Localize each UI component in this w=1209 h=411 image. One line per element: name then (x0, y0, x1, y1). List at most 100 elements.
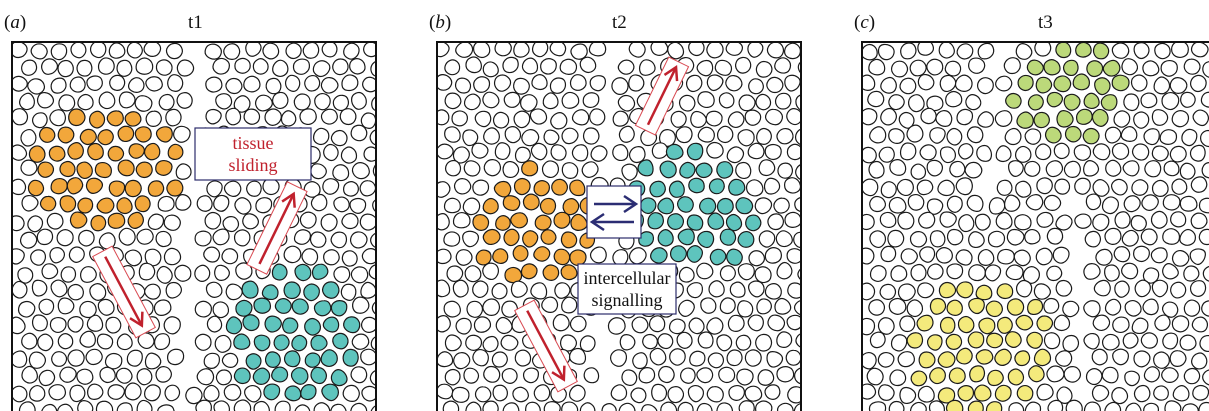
cell (1053, 314, 1071, 332)
cell (657, 229, 674, 247)
cell (1091, 348, 1108, 366)
cell (1123, 93, 1140, 112)
cell (909, 59, 927, 77)
cell (1140, 332, 1159, 349)
cell (879, 283, 897, 300)
cell (946, 263, 964, 280)
cell (755, 333, 773, 352)
cell (1095, 248, 1113, 266)
cell (968, 57, 986, 74)
cell (955, 177, 973, 196)
cell (651, 383, 668, 402)
cell (437, 315, 451, 333)
cell (446, 265, 464, 282)
cell (612, 249, 629, 266)
cell (1124, 299, 1142, 317)
cell (222, 216, 240, 233)
cell (437, 109, 450, 126)
cell (1052, 246, 1070, 264)
cell (675, 126, 693, 144)
cell (686, 245, 703, 263)
cell (330, 369, 348, 387)
cell (868, 299, 886, 316)
cell (1036, 315, 1054, 332)
cell (776, 261, 793, 280)
cell (1124, 370, 1140, 387)
cell (451, 110, 469, 127)
cell (1111, 74, 1130, 92)
cell (1154, 314, 1171, 332)
cell (513, 77, 530, 95)
cell (50, 279, 68, 298)
cell (708, 178, 725, 195)
cell (719, 297, 736, 315)
cell (472, 42, 491, 59)
cell (726, 349, 743, 367)
cell (204, 211, 222, 230)
cell (696, 367, 714, 384)
cell (116, 333, 133, 351)
cell (1074, 213, 1092, 229)
cell (955, 249, 973, 266)
cell (472, 214, 490, 231)
cell (145, 76, 163, 92)
cell (442, 400, 460, 411)
cell (977, 42, 995, 60)
cell (766, 76, 784, 94)
cell (451, 386, 470, 403)
cell (657, 333, 674, 350)
cell (670, 110, 687, 128)
cell (764, 384, 781, 400)
cell (726, 146, 745, 164)
cell (118, 91, 136, 109)
cell (1130, 214, 1147, 232)
cell (501, 300, 519, 318)
cell (1004, 194, 1021, 212)
cell (880, 181, 897, 199)
cell (1161, 367, 1179, 384)
cell (310, 163, 327, 180)
cell (1006, 228, 1025, 246)
cell (659, 160, 677, 179)
cell (569, 249, 587, 267)
cell (926, 263, 944, 280)
cell (320, 349, 338, 368)
cell (1183, 58, 1201, 75)
cell (174, 264, 192, 282)
cell (900, 248, 918, 265)
cell (363, 146, 376, 162)
cell (716, 402, 734, 411)
cell (1179, 228, 1197, 246)
cell (725, 42, 744, 56)
cell (628, 247, 647, 265)
cell (945, 333, 963, 350)
cell (322, 178, 340, 195)
cell (462, 197, 481, 216)
cell (233, 95, 251, 113)
cell (897, 283, 916, 302)
cell (1198, 401, 1209, 411)
cell (512, 386, 529, 403)
cell (906, 124, 924, 143)
cell (453, 178, 472, 195)
cell (775, 230, 793, 248)
cell (292, 58, 311, 75)
cell (542, 92, 559, 110)
cell (465, 334, 483, 351)
cell (975, 284, 993, 301)
cell (304, 317, 322, 336)
cell (69, 211, 88, 229)
cell (716, 197, 734, 215)
cell (939, 316, 956, 334)
cell (463, 160, 481, 177)
cell (631, 316, 649, 334)
cell (755, 93, 772, 111)
cell (264, 315, 282, 333)
cell (862, 317, 876, 336)
cell (1027, 298, 1044, 316)
cell (561, 401, 579, 411)
cell (175, 163, 192, 180)
cell (690, 110, 707, 128)
cell (105, 316, 122, 334)
cell (303, 283, 320, 302)
